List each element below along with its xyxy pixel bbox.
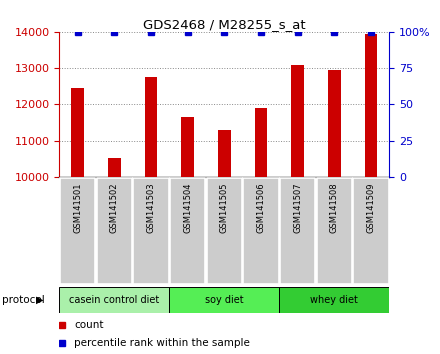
Bar — [328, 70, 341, 177]
Text: GSM141508: GSM141508 — [330, 182, 339, 233]
Text: GSM141501: GSM141501 — [73, 182, 82, 233]
Bar — [218, 130, 231, 177]
Title: GDS2468 / M28255_s_at: GDS2468 / M28255_s_at — [143, 18, 306, 31]
Text: GSM141506: GSM141506 — [257, 182, 266, 233]
Bar — [353, 178, 389, 284]
Text: GSM141507: GSM141507 — [293, 182, 302, 233]
Text: soy diet: soy diet — [205, 295, 244, 305]
Bar — [60, 178, 95, 284]
Bar — [97, 178, 132, 284]
Bar — [181, 117, 194, 177]
Text: percentile rank within the sample: percentile rank within the sample — [74, 338, 250, 348]
Text: GSM141502: GSM141502 — [110, 182, 119, 233]
Text: GSM141503: GSM141503 — [147, 182, 156, 233]
Bar — [317, 178, 352, 284]
Bar — [145, 77, 158, 177]
Bar — [243, 178, 279, 284]
Text: GSM141509: GSM141509 — [367, 182, 376, 233]
Text: GSM141504: GSM141504 — [183, 182, 192, 233]
Bar — [169, 287, 279, 313]
Bar — [108, 158, 121, 177]
Bar — [280, 178, 315, 284]
Text: count: count — [74, 320, 103, 330]
Bar — [170, 178, 205, 284]
Bar — [71, 88, 84, 177]
Bar — [133, 178, 169, 284]
Text: whey diet: whey diet — [311, 295, 358, 305]
Bar — [255, 108, 268, 177]
Text: protocol: protocol — [2, 295, 45, 305]
Bar — [59, 287, 169, 313]
Bar — [365, 34, 378, 177]
Text: casein control diet: casein control diet — [69, 295, 160, 305]
Bar — [279, 287, 389, 313]
Text: ▶: ▶ — [36, 295, 44, 305]
Bar — [207, 178, 242, 284]
Text: GSM141505: GSM141505 — [220, 182, 229, 233]
Bar — [291, 64, 304, 177]
